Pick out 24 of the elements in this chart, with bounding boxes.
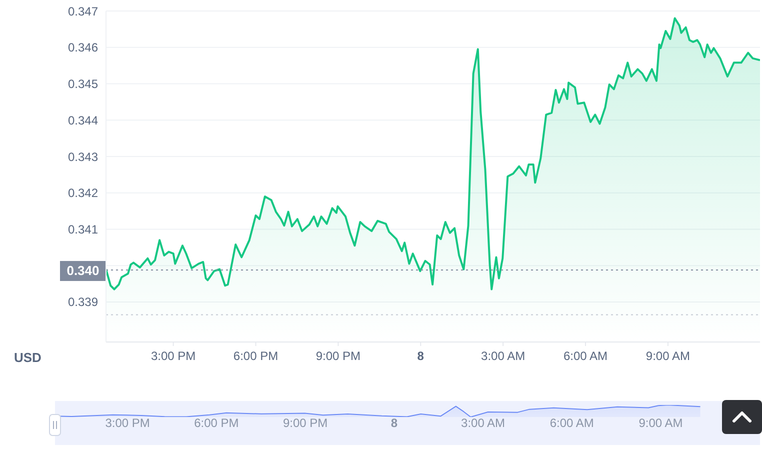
y-tick-label: 0.342 — [68, 186, 98, 200]
x-tick-label: 8 — [417, 349, 424, 363]
x-tick-label: 9:00 AM — [646, 349, 690, 363]
x-tick-label: 3:00 AM — [481, 349, 526, 363]
y-tick-label: 0.339 — [68, 295, 98, 310]
y-tick-label: 0.344 — [68, 113, 98, 128]
y-tick-label: 0.346 — [68, 40, 98, 55]
x-tick-label: 3:00 AM — [461, 416, 506, 430]
y-tick-label: 0.347 — [68, 4, 98, 18]
x-tick-label: 6:00 PM — [194, 416, 239, 430]
x-tick-label: 9:00 AM — [638, 416, 683, 430]
x-tick-label: 6:00 AM — [550, 416, 594, 430]
y-tick-label: 0.341 — [68, 222, 98, 236]
x-tick-label: 6:00 PM — [233, 349, 278, 363]
x-tick-label: 3:00 PM — [105, 416, 150, 430]
x-tick-label: 3:00 PM — [150, 349, 196, 363]
y-tick-label: 0.345 — [68, 77, 98, 92]
x-tick-label: 9:00 PM — [282, 416, 328, 430]
x-tick-label: 9:00 PM — [316, 349, 361, 363]
ref-line-label: 0.340 — [66, 262, 100, 278]
y-axis-title: USD — [14, 350, 42, 365]
x-tick-label: 6:00 AM — [563, 349, 608, 363]
x-tick-label: 8 — [390, 416, 398, 430]
y-tick-label: 0.343 — [68, 150, 98, 164]
